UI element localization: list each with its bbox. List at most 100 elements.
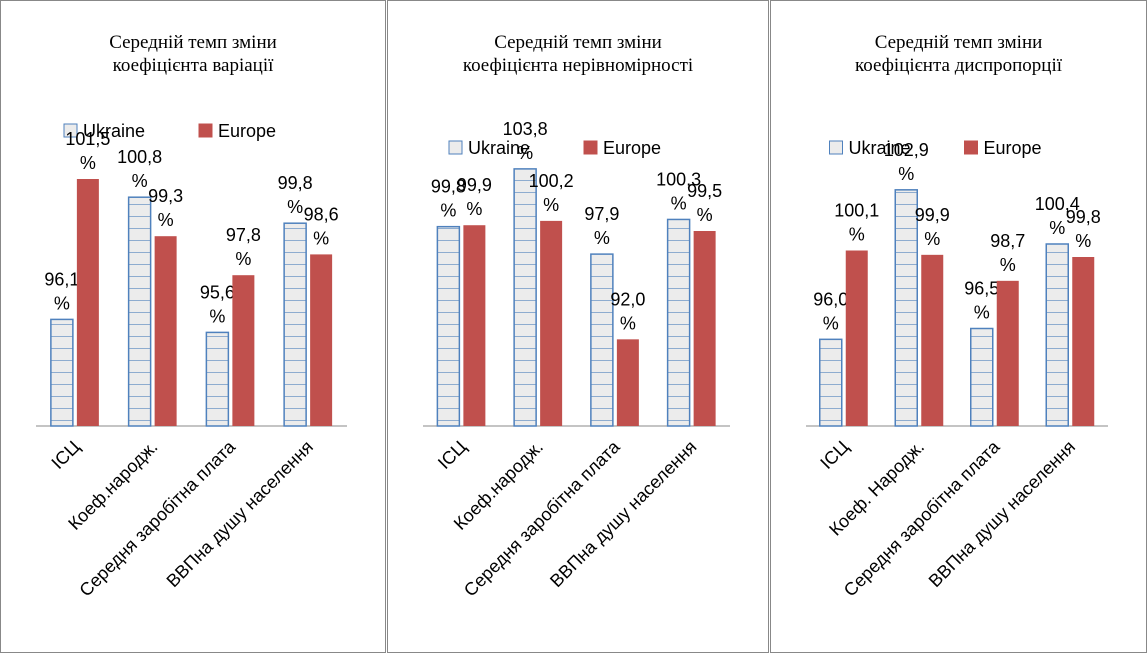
data-label: 99,8% (1066, 207, 1101, 251)
data-label-line: 98,7 (990, 231, 1025, 251)
legend-swatch (964, 140, 978, 155)
data-label: 99,8% (431, 177, 466, 221)
bar (590, 253, 614, 427)
legend-label: Ukraine (849, 138, 911, 158)
data-label: 99,3% (148, 186, 183, 230)
data-label: 99,9% (457, 175, 492, 219)
legend-label: Ukraine (468, 138, 530, 158)
data-label-line: 98,6 (304, 204, 339, 224)
data-label-line: 96,1 (44, 269, 79, 289)
data-label-line: 97,8 (226, 225, 261, 245)
bar (894, 189, 918, 427)
chart-title: Середній темп зміни коефіцієнта диспропо… (854, 32, 1063, 76)
bar (436, 225, 461, 427)
bar (205, 331, 230, 427)
bar (540, 220, 563, 426)
bar (970, 327, 994, 427)
data-label: 95,6% (200, 282, 235, 326)
bar (921, 254, 944, 426)
x-tick-label: ІСЦ (47, 437, 83, 473)
data-label: 97,8% (226, 225, 261, 269)
legend-swatch (448, 140, 463, 155)
data-label-line: % (1075, 231, 1091, 251)
data-label: 96,5% (964, 279, 999, 323)
data-label-line: 97,9 (584, 204, 619, 224)
data-label-line: 95,6 (200, 282, 235, 302)
legend-label: Europe (984, 138, 1042, 158)
data-label: 98,6% (304, 204, 339, 248)
x-tick-label: Середня заробітна плата (840, 436, 1004, 600)
chart-title: Середній темп зміни коефіцієнта варіації (109, 32, 277, 76)
data-label: 100,2% (529, 171, 574, 215)
data-label-line: % (466, 199, 482, 219)
data-label-line: % (313, 228, 329, 248)
legend-label: Europe (218, 121, 276, 141)
bar (1072, 257, 1095, 426)
data-label-line: 101,5 (65, 129, 110, 149)
data-label-line: % (209, 306, 225, 326)
bar (693, 231, 716, 426)
x-tick-label: ВВПна душу населення (925, 437, 1079, 591)
data-label-line: 99,8 (278, 173, 313, 193)
chart-panel: Середній темп зміни коефіцієнта нерівном… (387, 0, 769, 653)
data-label-line: % (849, 225, 865, 245)
data-label-line: 99,3 (148, 186, 183, 206)
bar (310, 254, 333, 426)
data-label: 100,3% (656, 169, 701, 213)
data-label-line: 100,1 (834, 201, 879, 221)
data-label: 101,5% (65, 129, 110, 173)
bar (127, 196, 152, 427)
data-label-line: 99,5 (687, 181, 722, 201)
data-label: 98,7% (990, 231, 1025, 275)
x-tick-label: Середня заробітна плата (75, 436, 239, 600)
legend-swatch (63, 123, 78, 138)
x-tick-label: ІСЦ (434, 437, 470, 473)
data-label-line: % (287, 197, 303, 217)
data-label-line: 100,2 (529, 171, 574, 191)
data-label: 100,1% (834, 201, 879, 245)
data-label-line: % (594, 228, 610, 248)
legend-swatch (583, 140, 598, 155)
legend-label: Europe (603, 138, 661, 158)
chart-title: Середній темп зміни коефіцієнта нерівном… (462, 32, 694, 76)
bar (283, 222, 307, 427)
data-label-line: 92,0 (610, 289, 645, 309)
bar (845, 250, 868, 426)
data-label-line: 102,9 (884, 140, 929, 160)
bar (76, 179, 99, 426)
data-label-line: % (1049, 218, 1065, 238)
bar (232, 275, 255, 426)
data-label-line: 99,8 (431, 177, 466, 197)
data-label: 92,0% (610, 289, 645, 333)
data-label-line: % (924, 229, 940, 249)
legend-label: Ukraine (83, 121, 145, 141)
data-label-line: % (235, 249, 251, 269)
data-label: 97,9% (584, 204, 619, 248)
x-tick-label: Середня заробітна плата (460, 436, 624, 600)
data-label-line: 100,3 (656, 169, 701, 189)
data-label-line: 100,8 (117, 147, 162, 167)
data-label-line: 99,9 (457, 175, 492, 195)
data-label-line: 99,9 (915, 205, 950, 225)
data-label-line: % (517, 143, 533, 163)
data-label-line: % (440, 201, 456, 221)
bar (616, 339, 639, 426)
data-label-line: 96,5 (964, 279, 999, 299)
bar (1045, 243, 1069, 427)
data-label-line: 96,0 (813, 289, 848, 309)
bar (513, 168, 537, 427)
data-label-line: 100,4 (1035, 194, 1080, 214)
data-label-line: % (823, 313, 839, 333)
bar (50, 318, 74, 427)
data-label: 103,8% (503, 119, 548, 163)
data-label: 96,0% (813, 289, 848, 333)
legend-swatch (829, 140, 843, 155)
x-tick-label: ІСЦ (816, 437, 852, 473)
data-label-line: % (1000, 255, 1016, 275)
bar (463, 225, 486, 426)
data-label-line: % (158, 210, 174, 230)
